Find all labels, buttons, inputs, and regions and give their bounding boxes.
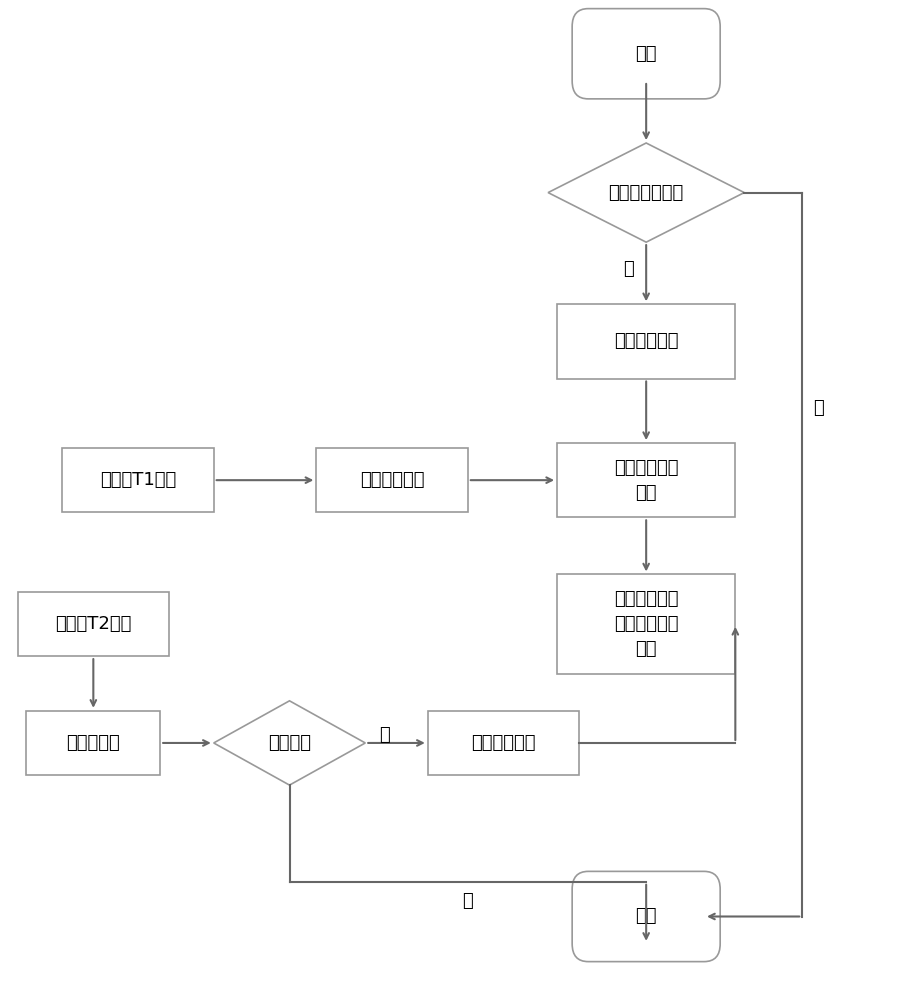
- Text: 否: 否: [463, 892, 473, 910]
- FancyBboxPatch shape: [26, 711, 160, 775]
- FancyBboxPatch shape: [557, 443, 735, 517]
- FancyBboxPatch shape: [316, 448, 468, 512]
- Polygon shape: [548, 143, 744, 242]
- Text: 是否能够转发流: 是否能够转发流: [608, 184, 684, 202]
- Polygon shape: [213, 701, 365, 785]
- Text: 收集链路信息: 收集链路信息: [360, 471, 424, 489]
- Text: 定时器T1启动: 定时器T1启动: [100, 471, 176, 489]
- Text: 收集流信息: 收集流信息: [67, 734, 121, 752]
- Text: 否: 否: [623, 260, 634, 278]
- Text: 计算负载均衡
路径: 计算负载均衡 路径: [614, 459, 679, 502]
- Text: 修改流表信息: 修改流表信息: [472, 734, 536, 752]
- FancyBboxPatch shape: [557, 574, 735, 674]
- FancyBboxPatch shape: [62, 448, 213, 512]
- Text: 开始: 开始: [635, 45, 657, 63]
- Text: 是: 是: [813, 399, 824, 417]
- Text: 报告待转发流: 报告待转发流: [614, 332, 679, 350]
- Text: 是: 是: [379, 726, 390, 744]
- Text: 下发流表项，
并控制转发数
据流: 下发流表项， 并控制转发数 据流: [614, 590, 679, 658]
- FancyBboxPatch shape: [557, 304, 735, 379]
- Text: 定时器T2启动: 定时器T2启动: [55, 615, 131, 633]
- FancyBboxPatch shape: [17, 592, 169, 656]
- Text: 结束: 结束: [635, 908, 657, 926]
- FancyBboxPatch shape: [572, 9, 720, 99]
- FancyBboxPatch shape: [572, 871, 720, 962]
- FancyBboxPatch shape: [428, 711, 580, 775]
- Text: 判断大流: 判断大流: [268, 734, 311, 752]
